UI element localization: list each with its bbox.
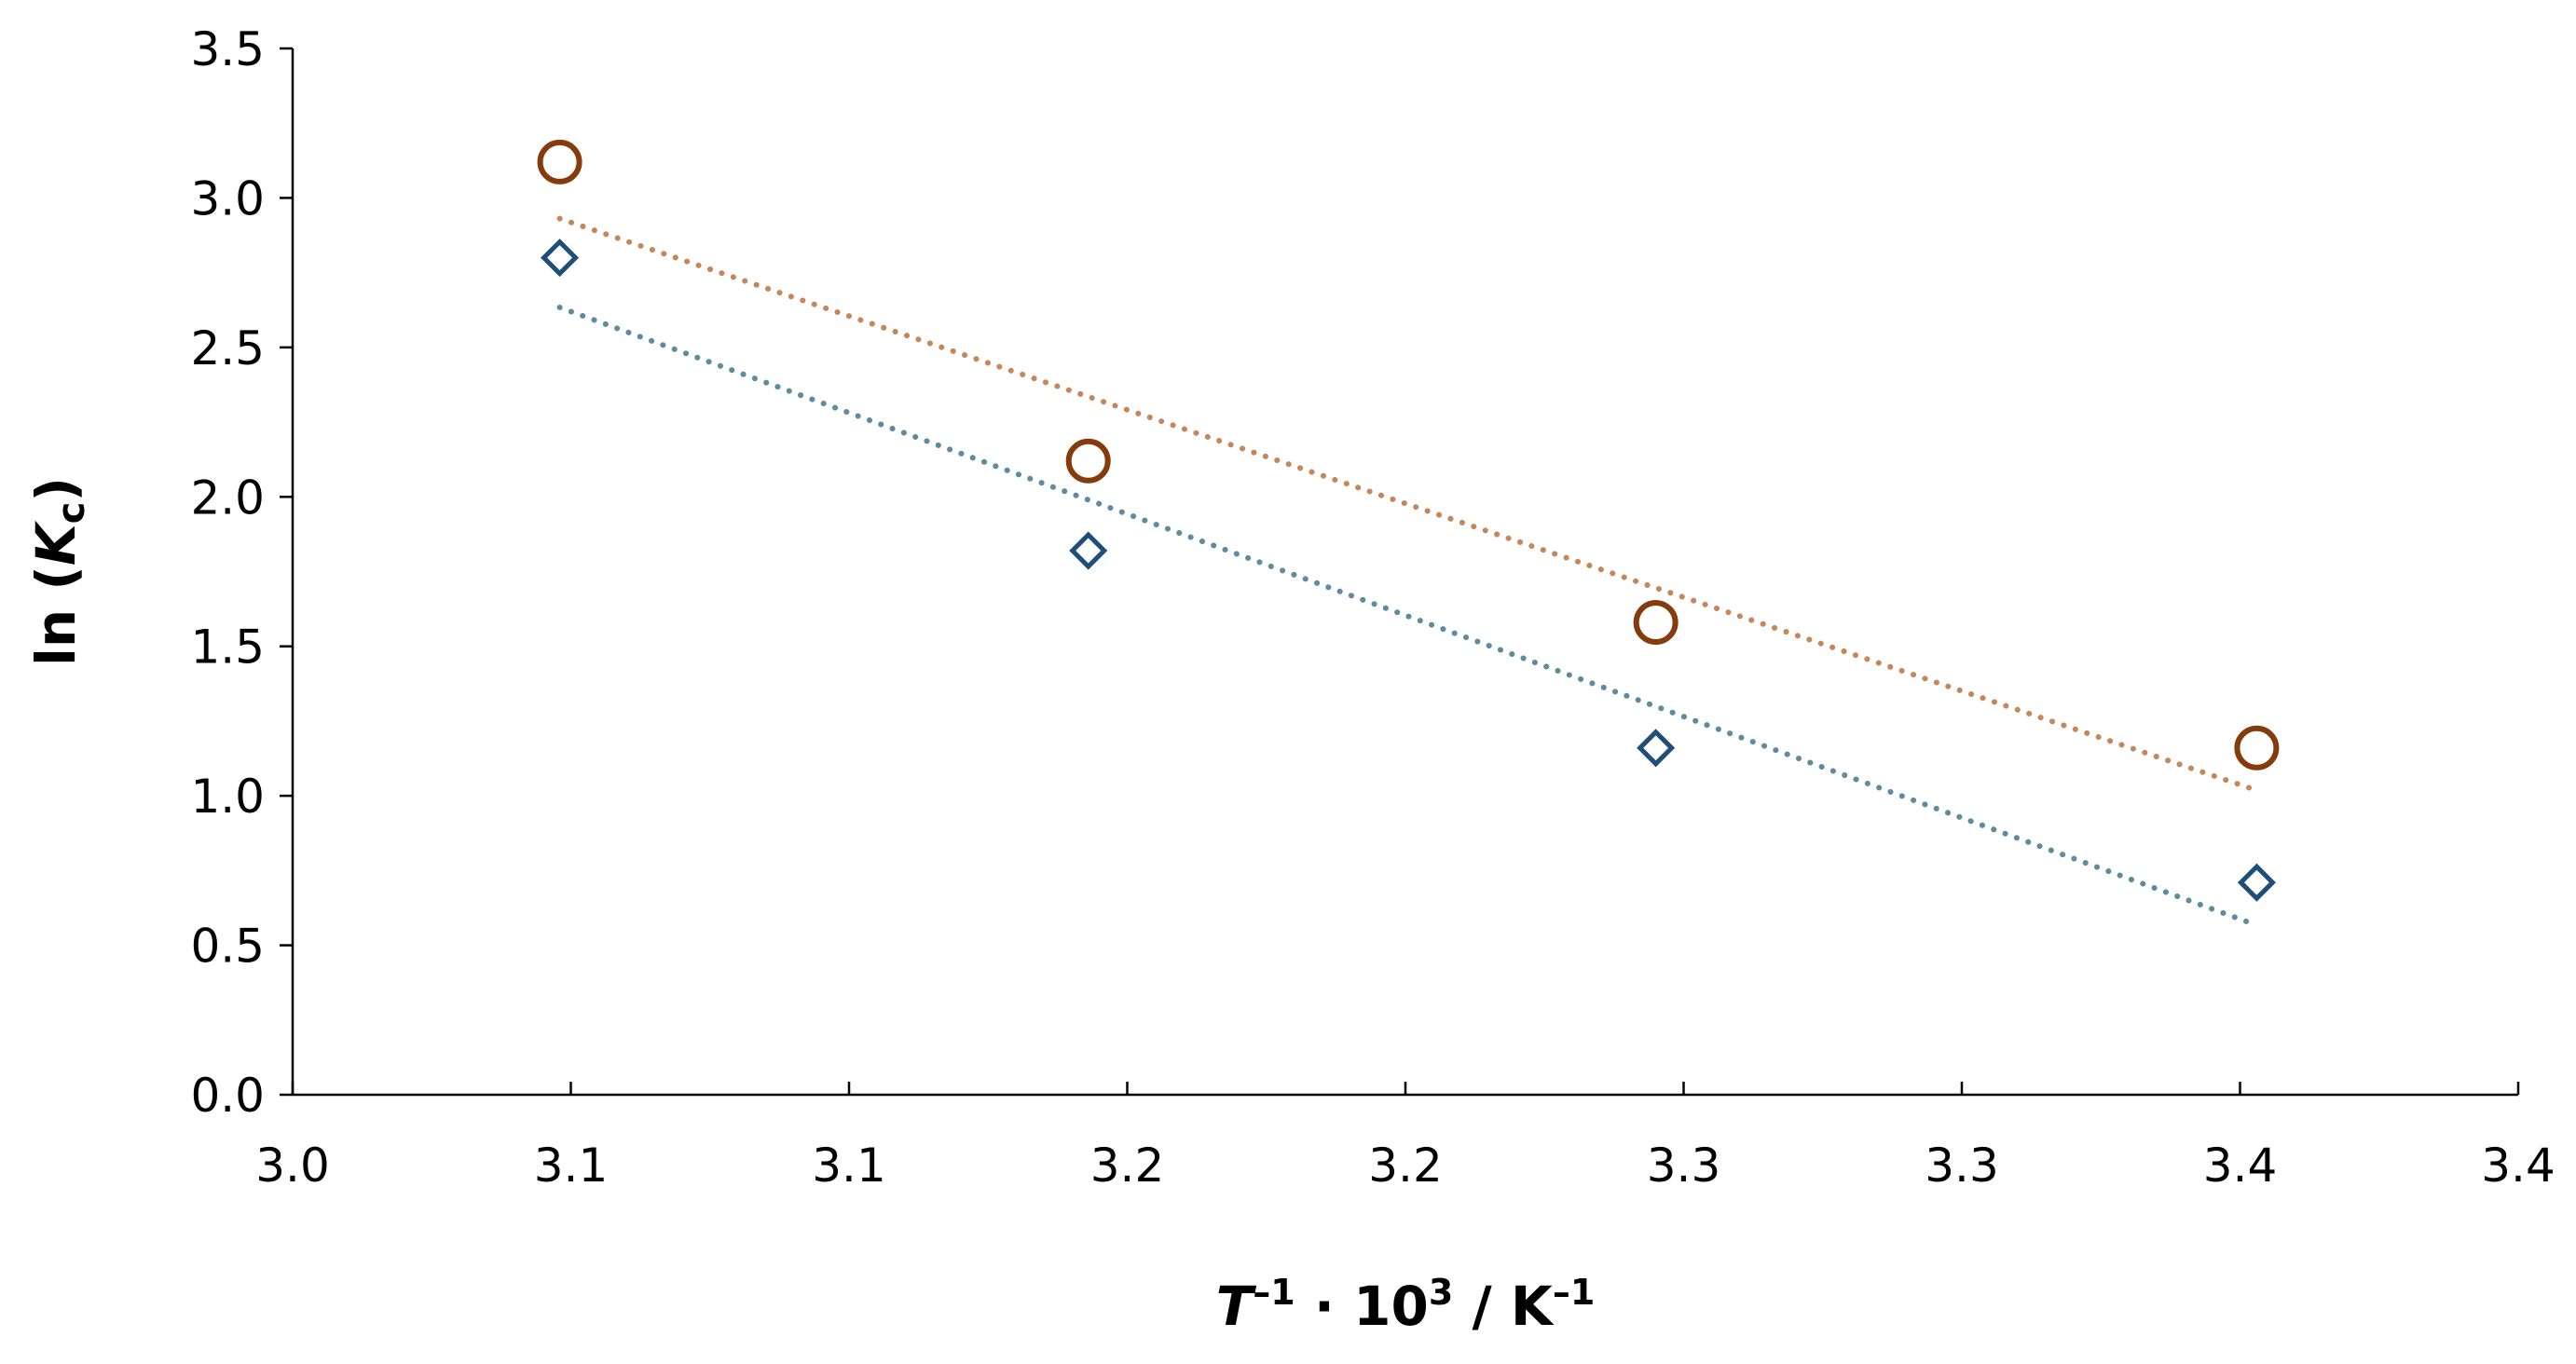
y-axis-title-sub: c: [50, 501, 93, 524]
y-axis-title-suffix: ): [24, 477, 88, 502]
trendlines: [556, 215, 2260, 928]
x-tick-label: 3.3: [1647, 1139, 1721, 1193]
x-tick-label: 3.3: [1925, 1139, 1999, 1193]
y-ticks: 0.0 0.5 1.0 1.5 2.0 2.5 3.0 3.5: [190, 22, 293, 1123]
y-tick-label: 0.0: [190, 1069, 265, 1123]
x-axis-title-base: T: [1216, 1275, 1257, 1338]
x-tick-label: 3.2: [1368, 1139, 1443, 1193]
y-tick-label: 3.5: [190, 22, 265, 76]
y-tick-label: 1.5: [190, 621, 265, 675]
trendline-series-1: [556, 215, 2260, 794]
y-axis-title-base: K: [24, 520, 88, 566]
diamond-marker-point: [1069, 531, 1108, 570]
plot-area: 3.0 3.1 3.1 3.2 3.2 3.3 3.3 3.4 3.4 0.0 0.5 1.0 1.5…: [190, 22, 2555, 1193]
x-axis-title-sup1: –1: [1253, 1272, 1295, 1313]
x-axis-title: T–1 · 103 / K–1: [1216, 1272, 1596, 1338]
x-axis-title-unit: / K: [1453, 1275, 1555, 1338]
circle-marker-point: [1633, 600, 1679, 646]
circle-marker-point: [2234, 725, 2280, 771]
x-axis-title-sup2: 3: [1429, 1272, 1453, 1313]
y-tick-label: 2.5: [190, 321, 265, 375]
y-axis-title: ln (Kc): [24, 477, 93, 666]
circle-marker-point: [537, 139, 582, 184]
diamond-marker-point: [541, 239, 580, 278]
diamond-marker-point: [1637, 729, 1676, 768]
x-tick-label: 3.1: [534, 1139, 609, 1193]
x-axis-title-sup3: –1: [1553, 1272, 1595, 1313]
circle-marker-point: [1065, 438, 1111, 484]
y-axis-title-prefix: ln (: [24, 566, 88, 666]
y-tick-label: 0.5: [190, 920, 265, 974]
y-tick-label: 1.0: [190, 770, 265, 824]
markers: [537, 139, 2280, 902]
trendline-series-2: [556, 304, 2260, 928]
x-tick-label: 3.2: [1090, 1139, 1165, 1193]
x-axis-title-middle: · 10: [1295, 1275, 1429, 1338]
x-tick-label: 3.4: [2481, 1139, 2555, 1193]
diamond-marker-point: [2237, 863, 2276, 902]
x-ticks: 3.0 3.1 3.1 3.2 3.2 3.3 3.3 3.4 3.4: [255, 1082, 2555, 1193]
y-tick-label: 3.0: [190, 171, 265, 225]
y-tick-label: 2.0: [190, 471, 265, 525]
x-tick-label: 3.0: [255, 1139, 330, 1193]
x-tick-label: 3.4: [2203, 1139, 2278, 1193]
x-tick-label: 3.1: [812, 1139, 886, 1193]
